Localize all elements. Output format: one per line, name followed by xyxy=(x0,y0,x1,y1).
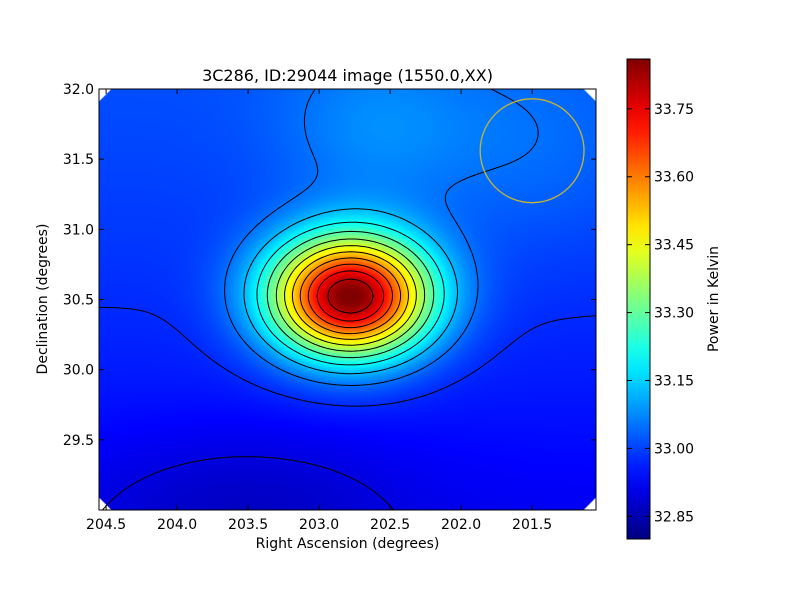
y-tick: 30.5 xyxy=(63,293,596,309)
x-tick: 204.5 xyxy=(86,89,126,533)
colorbar-tick: 33.60 xyxy=(627,170,694,186)
contour-level-3 xyxy=(224,89,539,386)
x-tick-label: 202.5 xyxy=(370,517,410,533)
x-tick: 203.5 xyxy=(228,89,268,533)
colorbar-tick-label: 33.00 xyxy=(654,441,694,457)
x-tick: 203.0 xyxy=(299,89,339,533)
y-tick: 29.5 xyxy=(63,433,596,449)
colorbar-ticks: 32.85 33.00 33.15 33.30 33.45 33.60 33.75 xyxy=(627,102,694,525)
contour-level-11 xyxy=(307,263,393,329)
contour-level-10 xyxy=(299,257,402,335)
colorbar-tick: 33.45 xyxy=(627,238,694,254)
y-tick-label: 31.0 xyxy=(63,222,94,238)
y-tick-label: 32.0 xyxy=(63,82,94,98)
x-axis-label: Right Ascension (degrees) xyxy=(256,536,440,552)
colorbar-tick: 33.75 xyxy=(627,102,694,118)
colorbar-tick-label: 33.15 xyxy=(654,374,694,390)
contour-level-6 xyxy=(266,230,435,359)
x-tick: 202.0 xyxy=(441,89,481,533)
contour-level-9 xyxy=(291,251,409,340)
y-tick: 32.0 xyxy=(63,82,596,98)
colorbar-gradient xyxy=(626,58,651,540)
x-tick-label: 201.5 xyxy=(512,517,552,533)
x-tick: 201.5 xyxy=(512,89,552,533)
x-tick-label: 203.5 xyxy=(228,517,268,533)
contour-lines xyxy=(99,89,596,510)
colorbar-tick: 33.15 xyxy=(627,374,694,390)
colorbar-tick-label: 33.45 xyxy=(654,238,694,254)
colorbar-tick: 33.00 xyxy=(627,441,694,457)
chart-title: 3C286, ID:29044 image (1550.0,XX) xyxy=(202,66,493,85)
plot-area: 204.5 204.0 203.5 203.0 202.5 202.0 201.5 29.5… xyxy=(63,82,597,533)
contour-level-13 xyxy=(327,278,374,314)
colorbar-tick-label: 32.85 xyxy=(654,509,694,525)
y-tick-label: 29.5 xyxy=(63,433,94,449)
colorbar: 32.85 33.00 33.15 33.30 33.45 33.60 33.75 Powe… xyxy=(626,58,722,540)
x-axis: 204.5 204.0 203.5 203.0 202.5 202.0 201.5 xyxy=(86,89,552,533)
y-tick-label: 30.5 xyxy=(63,293,94,309)
x-tick: 204.0 xyxy=(157,89,197,533)
beam-circle xyxy=(479,98,585,204)
x-tick-label: 204.0 xyxy=(157,517,197,533)
y-tick: 31.5 xyxy=(63,152,596,168)
x-tick: 202.5 xyxy=(370,89,410,533)
y-tick: 30.0 xyxy=(63,363,596,379)
contour-level-2 xyxy=(99,306,596,407)
x-tick-label: 202.0 xyxy=(441,517,481,533)
contour-level-8 xyxy=(284,245,417,346)
contour-level-7 xyxy=(275,238,426,352)
heatmap-image xyxy=(99,89,596,510)
colorbar-tick-label: 33.60 xyxy=(654,170,694,186)
contour-level-5 xyxy=(256,221,445,366)
contour-level-4 xyxy=(243,208,458,375)
y-tick: 31.0 xyxy=(63,222,596,238)
y-axis-label: Declination (degrees) xyxy=(35,224,51,375)
x-tick-label: 203.0 xyxy=(299,517,339,533)
x-tick-label: 204.5 xyxy=(86,517,126,533)
contour-level-12 xyxy=(316,270,385,322)
colorbar-tick-label: 33.75 xyxy=(654,102,694,118)
colorbar-tick: 33.30 xyxy=(627,306,694,322)
y-tick-label: 30.0 xyxy=(63,363,94,379)
y-axis: 29.5 30.0 30.5 31.0 31.5 32.0 xyxy=(63,82,596,449)
y-tick-label: 31.5 xyxy=(63,152,94,168)
contour-level-1 xyxy=(101,456,395,510)
colorbar-label: Power in Kelvin xyxy=(706,246,722,352)
colorbar-tick: 32.85 xyxy=(627,509,694,525)
colorbar-tick-label: 33.30 xyxy=(654,306,694,322)
